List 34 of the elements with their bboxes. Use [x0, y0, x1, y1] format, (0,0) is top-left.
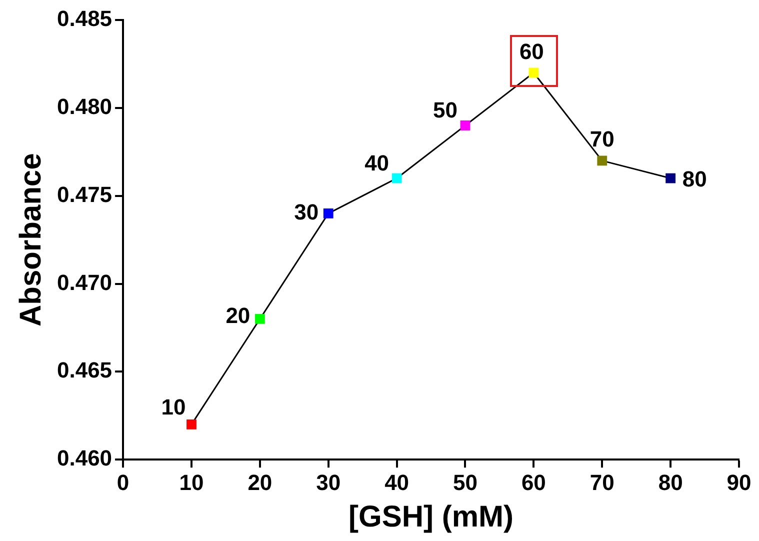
x-tick-label: 0 [116, 470, 130, 495]
x-tick-label: 70 [590, 470, 614, 495]
x-tick-label: 30 [316, 470, 341, 495]
y-tick-label: 0.465 [56, 358, 112, 383]
y-tick-label: 0.480 [56, 94, 112, 119]
point [186, 419, 196, 430]
point [597, 156, 608, 166]
annotation: 20 [226, 302, 250, 328]
x-tick-label: 40 [384, 470, 410, 495]
y-tick-label: 0.460 [56, 446, 112, 471]
annotation: 30 [294, 199, 319, 224]
x-tick-label: 50 [453, 470, 478, 495]
annotation: 50 [433, 98, 458, 123]
x-tick-label: 20 [248, 470, 272, 495]
y-tick-label: 0.485 [56, 6, 112, 32]
point [323, 208, 334, 218]
x-tick-label: 90 [726, 470, 752, 495]
y-axis-title: Absorbance [14, 153, 48, 326]
point [460, 120, 470, 130]
x-tick-label: 80 [658, 470, 683, 495]
annotation: 80 [682, 166, 707, 192]
annotation: 60 [519, 38, 544, 64]
x-tick-label: 60 [521, 470, 546, 495]
y-tick-label: 0.475 [56, 182, 112, 207]
x-axis-title: [GSH] (mM) [348, 500, 514, 534]
point [254, 314, 265, 324]
point [666, 173, 676, 184]
point [528, 68, 539, 78]
y-tick-label: 0.470 [56, 270, 112, 295]
annotation: 70 [590, 126, 614, 152]
annotation: 10 [161, 394, 186, 420]
x-tick-label: 10 [179, 470, 204, 495]
point [392, 173, 402, 184]
annotation: 40 [364, 150, 390, 176]
